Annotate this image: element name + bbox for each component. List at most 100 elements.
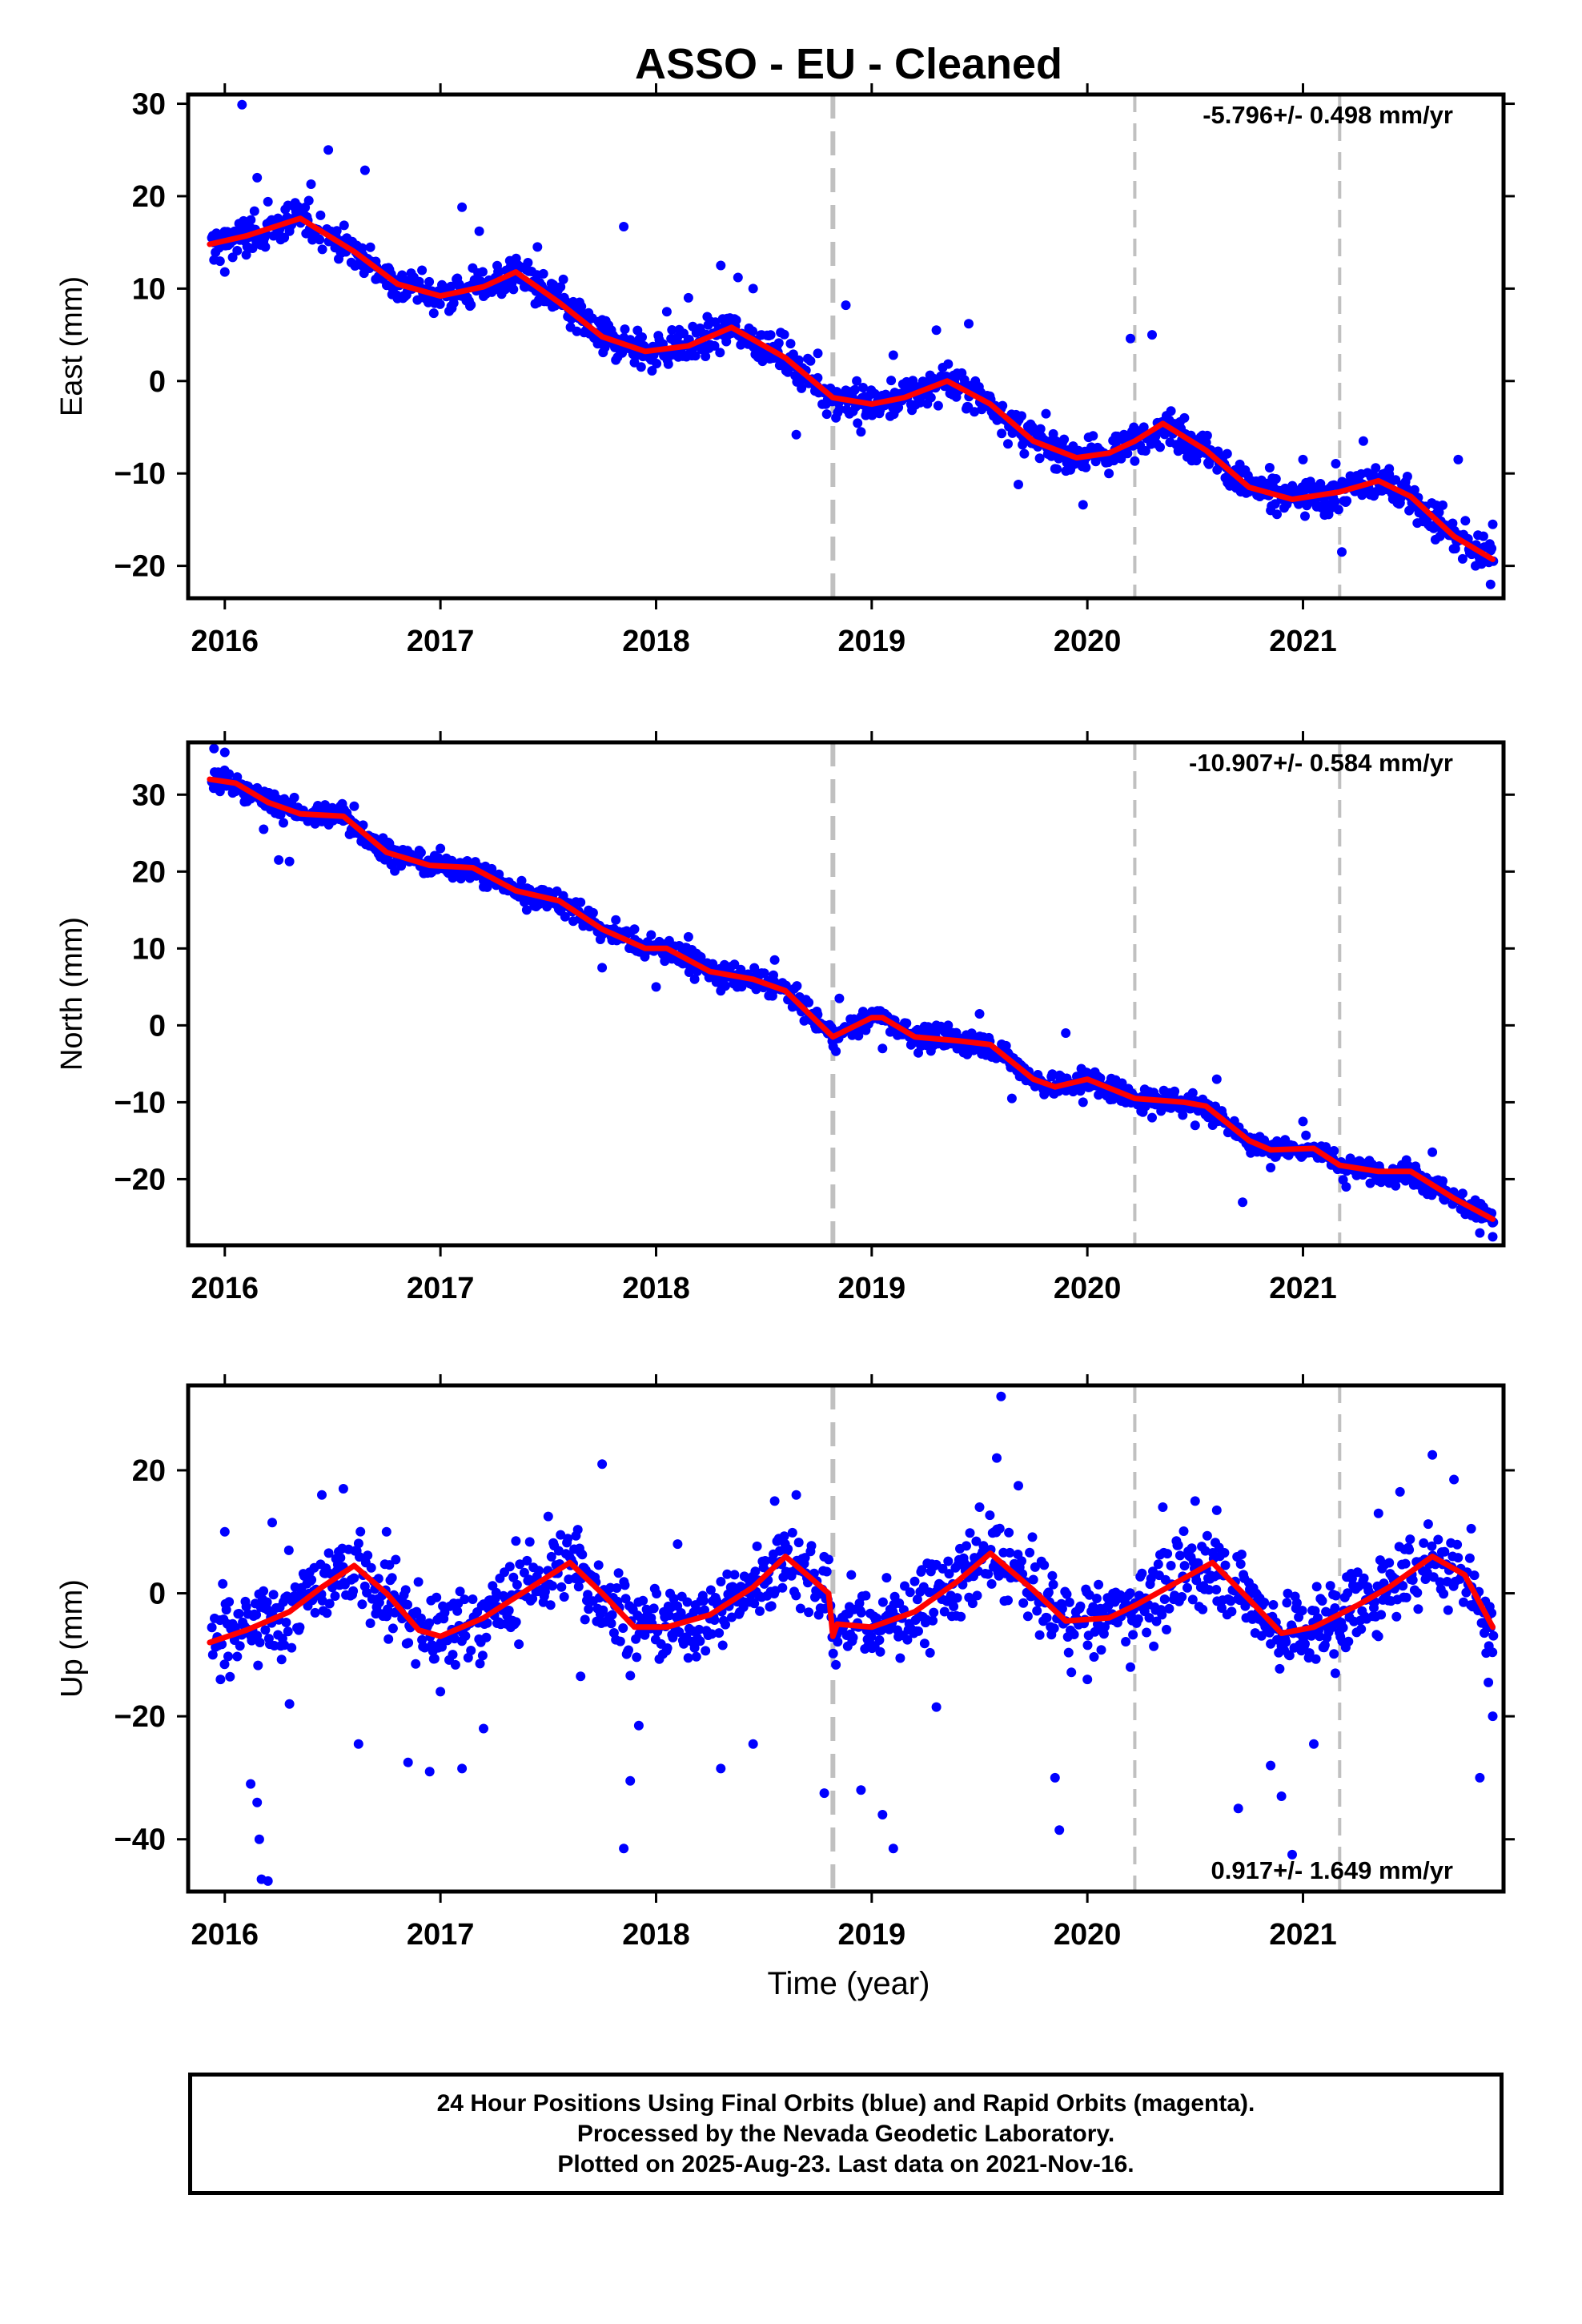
data-point: [1069, 1630, 1079, 1639]
data-point: [933, 400, 943, 411]
data-point: [263, 196, 273, 207]
data-point: [917, 1565, 927, 1575]
data-point: [279, 818, 288, 828]
data-point: [1164, 1603, 1174, 1614]
data-point: [972, 1590, 982, 1601]
data-point: [853, 418, 863, 428]
data-point: [877, 1810, 888, 1819]
data-point: [1457, 553, 1468, 564]
data-point: [1173, 1540, 1183, 1550]
data-point: [819, 1788, 829, 1799]
data-point: [1297, 1606, 1307, 1616]
data-point: [1043, 1587, 1054, 1598]
data-point: [997, 428, 1007, 439]
data-point: [777, 1582, 788, 1593]
data-point: [1147, 1112, 1157, 1123]
data-point: [1014, 480, 1023, 489]
data-point: [1485, 579, 1496, 589]
data-point: [806, 1541, 817, 1551]
y-tick-label: 20: [132, 1454, 166, 1488]
data-point: [944, 1569, 954, 1579]
y-tick-label: 0: [149, 365, 166, 399]
data-point: [225, 1671, 235, 1682]
data-point: [416, 1613, 426, 1623]
data-point: [1003, 439, 1013, 449]
data-point: [1460, 516, 1471, 526]
data-point: [872, 1613, 881, 1623]
data-point: [1081, 462, 1091, 472]
x-tick-label: 2021: [1269, 625, 1337, 658]
data-point: [1166, 1561, 1176, 1570]
data-point: [1198, 1604, 1208, 1614]
data-point: [1311, 1654, 1321, 1664]
data-point: [1179, 412, 1190, 423]
data-point: [349, 1573, 359, 1583]
x-tick-label: 2018: [622, 1272, 690, 1305]
data-point: [1409, 485, 1419, 495]
data-point: [831, 1046, 841, 1056]
data-point: [576, 301, 587, 312]
data-point: [683, 1653, 693, 1663]
data-point: [925, 1647, 935, 1658]
data-point: [556, 1582, 567, 1592]
data-point: [716, 260, 726, 271]
data-point: [1088, 431, 1098, 441]
data-point: [1182, 1582, 1192, 1593]
data-point: [1153, 1559, 1163, 1570]
data-point: [1004, 1527, 1014, 1538]
data-point: [1405, 1534, 1415, 1545]
data-point: [1266, 505, 1276, 516]
data-point: [698, 1595, 709, 1606]
data-point: [833, 1637, 843, 1647]
data-point: [1475, 1228, 1485, 1238]
data-point: [966, 1028, 977, 1039]
y-axis-label: East (mm): [55, 276, 89, 416]
x-tick-label: 2019: [838, 1272, 906, 1305]
data-point: [391, 1554, 401, 1565]
rate-label: -5.796+/- 0.498 mm/yr: [1203, 101, 1453, 129]
data-point: [1284, 1651, 1295, 1661]
data-point: [769, 1496, 780, 1506]
data-point: [1427, 1449, 1438, 1460]
data-point: [1149, 1641, 1159, 1651]
data-point: [588, 907, 598, 918]
data-point: [629, 357, 640, 368]
data-point: [750, 1566, 761, 1577]
data-point: [224, 1597, 235, 1607]
data-point: [251, 1610, 262, 1620]
data-point: [620, 1594, 631, 1604]
data-point: [1331, 459, 1341, 468]
data-point: [652, 359, 662, 368]
data-point: [355, 1552, 364, 1562]
data-point: [731, 315, 741, 325]
footer-info-box: 24 Hour Positions Using Final Orbits (bl…: [188, 2073, 1504, 2195]
x-tick-label: 2016: [191, 625, 259, 658]
data-point: [1317, 1596, 1327, 1606]
data-point: [606, 1618, 616, 1629]
data-point: [284, 856, 295, 866]
data-point: [1017, 411, 1026, 421]
data-point: [353, 1739, 363, 1749]
data-point: [1264, 463, 1275, 472]
data-point: [241, 1602, 251, 1612]
data-point: [263, 1876, 273, 1886]
data-point: [317, 816, 327, 826]
data-point: [511, 1536, 521, 1546]
data-point: [749, 1598, 760, 1609]
data-point: [1082, 1675, 1093, 1685]
data-point: [1047, 1069, 1058, 1080]
data-point: [413, 1577, 424, 1587]
data-point: [1159, 1594, 1170, 1604]
data-point: [1311, 1582, 1322, 1592]
data-point: [663, 359, 673, 369]
data-point: [572, 1525, 583, 1535]
data-point: [986, 1578, 997, 1589]
data-point: [593, 1560, 604, 1570]
data-point: [349, 801, 359, 811]
data-point: [556, 1530, 566, 1540]
data-point: [926, 392, 936, 403]
data-point: [353, 1538, 363, 1549]
data-point: [411, 1659, 421, 1669]
x-tick-label: 2021: [1269, 1272, 1337, 1305]
data-point: [943, 1020, 954, 1031]
